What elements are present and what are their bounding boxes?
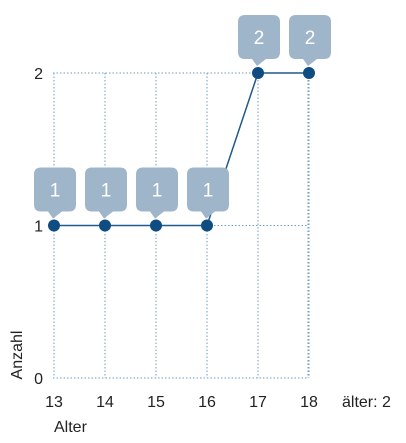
- data-label: 1: [101, 181, 112, 202]
- data-point: [252, 67, 264, 79]
- x-tick-label: 18: [300, 394, 318, 411]
- data-label: 2: [305, 28, 316, 49]
- y-tick-label: 0: [34, 371, 43, 388]
- x-tick-label: 15: [147, 394, 165, 411]
- data-label: 1: [203, 181, 214, 202]
- x-tick-label: 14: [96, 394, 114, 411]
- data-label: 2: [254, 28, 265, 49]
- data-point: [48, 219, 60, 232]
- marker-layer: [48, 67, 315, 232]
- data-label-layer: 1 1 1 1 2 2: [34, 15, 331, 219]
- y-tick-label: 2: [34, 66, 43, 83]
- x-tick-label: 13: [45, 394, 63, 411]
- x-tick-label: 16: [198, 394, 216, 411]
- data-label: 1: [152, 181, 163, 202]
- data-label-box: [187, 167, 229, 219]
- y-tick-label: 1: [34, 219, 43, 236]
- series-line: [54, 72, 309, 227]
- x-tick-label: 17: [249, 394, 267, 411]
- data-point: [99, 219, 111, 232]
- overflow-annotation: älter: 2: [342, 394, 391, 411]
- data-label-box: [238, 15, 280, 66]
- x-axis-title: Alter: [54, 419, 88, 436]
- y-axis-title: Anzahl: [9, 331, 26, 380]
- data-point: [150, 219, 162, 232]
- data-label-box: [289, 15, 331, 66]
- data-label: 1: [50, 181, 61, 202]
- data-point: [201, 219, 213, 232]
- series-line-layer: [54, 72, 309, 227]
- data-label-box: [85, 167, 127, 219]
- data-label-box: [136, 167, 178, 219]
- data-point: [303, 67, 315, 79]
- data-label-box: [34, 167, 76, 219]
